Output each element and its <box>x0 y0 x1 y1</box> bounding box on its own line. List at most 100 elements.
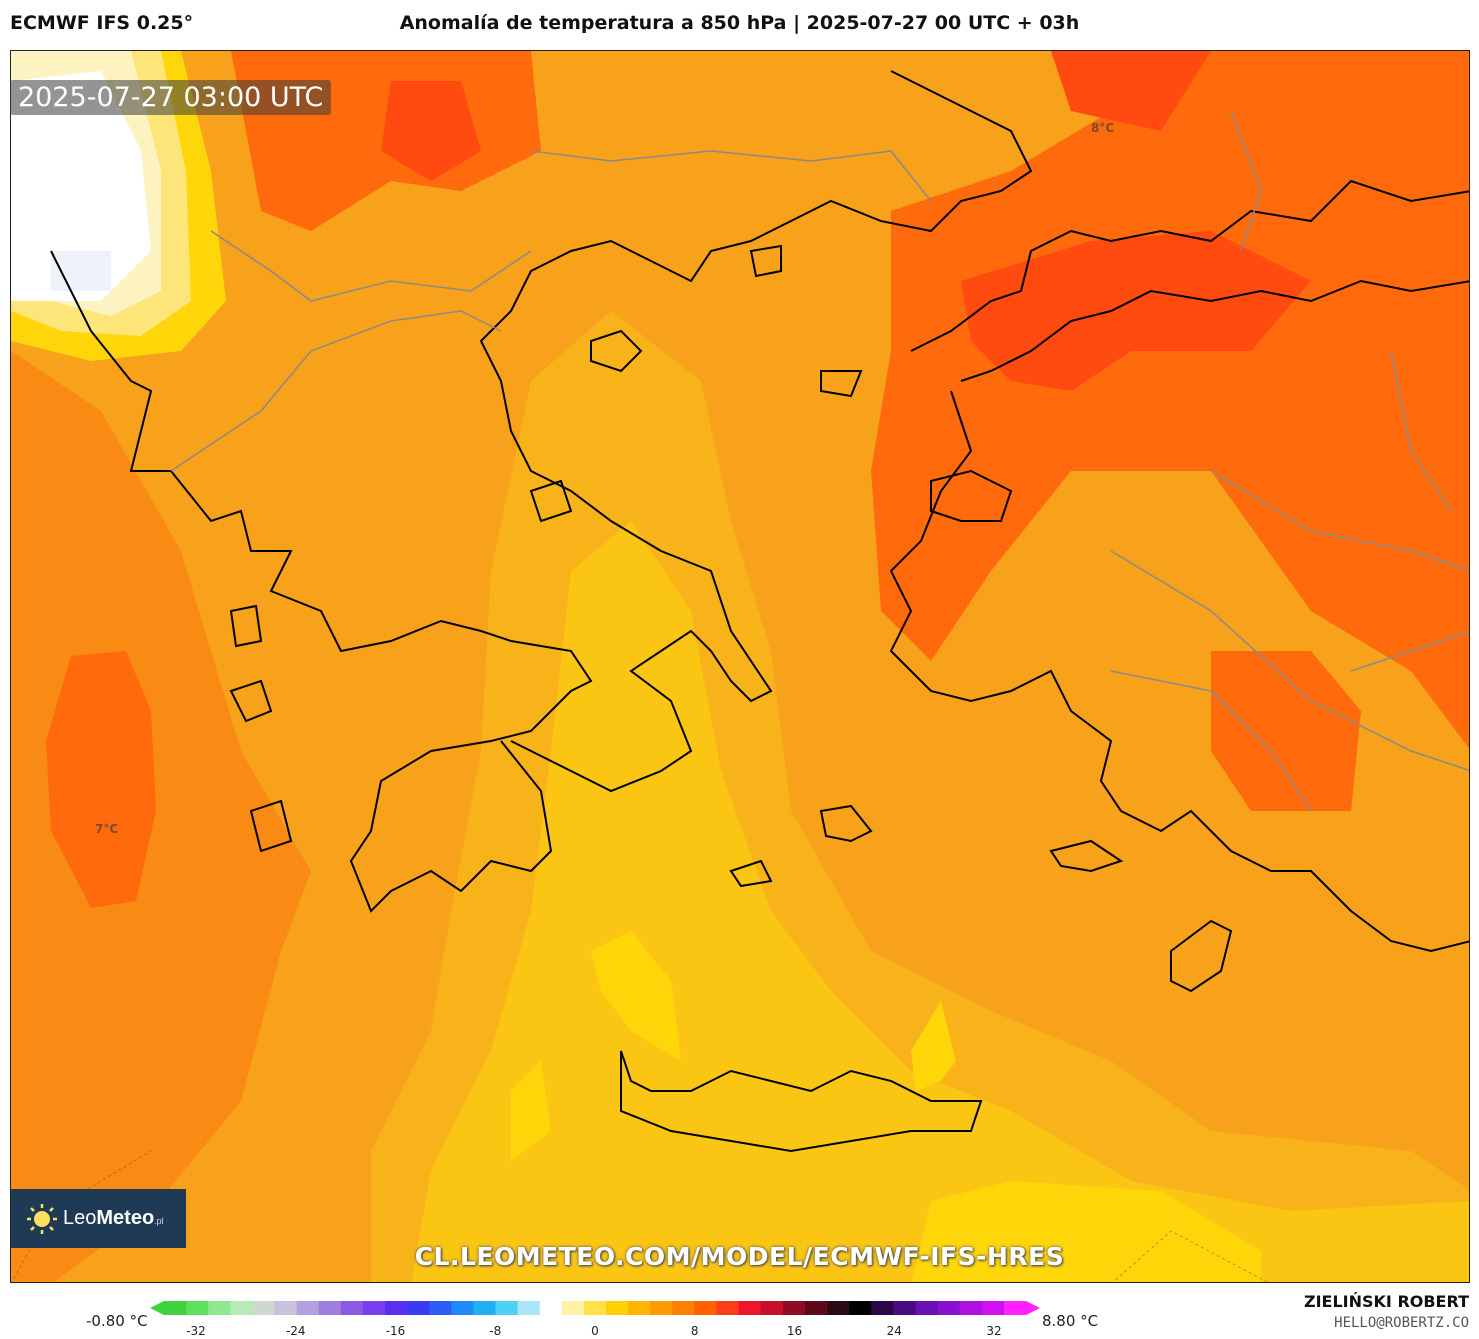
colorbar-segment <box>893 1301 916 1315</box>
colorbar-segment <box>871 1301 894 1315</box>
colorbar-segment <box>694 1301 718 1315</box>
anomaly-spot-3 <box>511 1061 551 1161</box>
colorbar-segment <box>561 1301 585 1315</box>
colorbar-tick-label: 0 <box>591 1324 599 1338</box>
colorbar-segment <box>716 1301 740 1315</box>
min-label: 7°C <box>95 822 119 836</box>
coast-thasos <box>749 244 782 278</box>
map-canvas <box>11 51 1469 1282</box>
border-turkey-4 <box>1350 630 1469 672</box>
anomaly-zone-north-core <box>1051 51 1211 131</box>
colorbar-segment <box>937 1301 961 1315</box>
leometeo-logo[interactable]: LeoMeteo.pl <box>11 1189 186 1248</box>
border-albania-greece <box>170 310 502 472</box>
coast-marmara-north <box>910 179 1469 352</box>
colorbar-max-label: 8.80 °C <box>1042 1312 1099 1330</box>
colorbar-tick-label: -24 <box>285 1324 306 1338</box>
coast-lemnos <box>820 370 863 398</box>
colorbar-segment <box>252 1301 276 1315</box>
coast-kythira <box>249 799 293 853</box>
border-turkey-1 <box>1210 470 1469 572</box>
coast-marmara-south <box>960 279 1469 382</box>
colorbar-segment <box>362 1301 386 1315</box>
colorbar-segment <box>782 1301 806 1315</box>
colorbar-tick-label: -8 <box>489 1324 502 1338</box>
colorbar-segment <box>230 1301 253 1315</box>
grid-line-2 <box>1112 1230 1269 1282</box>
colorbar-tick-label: 32 <box>986 1324 1002 1338</box>
coast-island-1 <box>590 329 643 373</box>
coastlines <box>50 70 1469 1153</box>
border-turkey-2 <box>1110 550 1469 772</box>
border-turkey-6 <box>1390 350 1452 512</box>
colorbar-segment <box>583 1301 607 1315</box>
coast-island-2 <box>529 479 573 523</box>
anomaly-zone-southeast <box>911 1181 1261 1282</box>
colorbar-segment <box>164 1301 187 1315</box>
coast-greece-west <box>50 250 593 913</box>
colorbar-tick-label: 8 <box>690 1324 699 1338</box>
anomaly-zone-east-core <box>961 231 1311 391</box>
coast-greece-east <box>479 70 1033 793</box>
coast-turkey-west <box>889 390 1469 953</box>
colorbar-segment <box>296 1301 320 1315</box>
anomaly-zone-east <box>871 51 1469 749</box>
anomaly-zone-west-core <box>46 651 156 908</box>
chart-title: Anomalía de temperatura a 850 hPa | 2025… <box>399 12 1080 34</box>
colorbar-tick-label: -16 <box>385 1324 406 1338</box>
coast-naxos <box>819 804 873 843</box>
colorbar-segment <box>429 1301 452 1315</box>
colorbar <box>150 1301 1040 1315</box>
border-balkans-1 <box>210 230 532 302</box>
anomaly-zone-cold-4 <box>11 71 151 301</box>
country-borders <box>170 110 1469 812</box>
colorbar-segment <box>517 1301 541 1315</box>
colorbar-tick-label: 16 <box>786 1324 803 1338</box>
colorbar-segment <box>318 1301 342 1315</box>
coast-crete <box>620 1050 983 1153</box>
anomaly-zone-balkans-core <box>381 81 481 181</box>
colorbar-segment <box>495 1301 519 1315</box>
coast-kefalonia <box>229 679 273 723</box>
source-url-watermark: CL.LEOMETEO.COM/MODEL/ECMWF-IFS-HRES <box>414 1242 1065 1271</box>
colorbar-segment <box>473 1301 497 1315</box>
coast-island-3 <box>729 859 773 888</box>
colorbar-segment <box>738 1301 762 1315</box>
colorbar-segment <box>208 1301 231 1315</box>
coast-lesbos <box>930 469 1013 522</box>
colorbar-extend-high <box>1026 1301 1040 1315</box>
colorbar-segment <box>672 1301 695 1315</box>
grid-lines <box>11 1150 1269 1282</box>
coast-corfu <box>229 604 263 648</box>
anomaly-zone-anatolia <box>1211 651 1361 811</box>
max-label: 8°C <box>1091 121 1115 135</box>
colorbar-min-label: -0.80 °C <box>86 1312 148 1330</box>
colorbar-segment <box>628 1301 651 1315</box>
colorbar-segment <box>650 1301 673 1315</box>
colorbar-tick-label: -32 <box>186 1324 206 1338</box>
author-email: HELLO@ROBERTZ.CO <box>1334 1315 1469 1331</box>
colorbar-segment <box>849 1301 872 1315</box>
colorbar-segment <box>915 1301 939 1315</box>
anomaly-spot-2 <box>911 1001 956 1091</box>
colorbar-segment <box>760 1301 784 1315</box>
colorbar-segment <box>451 1301 474 1315</box>
colorbar-extend-low <box>150 1301 164 1315</box>
temperature-anomaly-map: 8°C 7°C <box>10 50 1470 1283</box>
colorbar-segment <box>804 1301 828 1315</box>
colorbar-segment <box>274 1301 298 1315</box>
coast-rhodes <box>1170 919 1233 993</box>
valid-time-badge: 2025-07-27 03:00 UTC <box>10 80 332 115</box>
colorbar-segment <box>827 1301 850 1315</box>
author-name: ZIELIŃSKI ROBERT <box>1303 1292 1469 1311</box>
coast-kos <box>1049 839 1124 873</box>
colorbar-tick-label: 24 <box>886 1324 902 1338</box>
logo-text: LeoMeteo.pl <box>63 1207 164 1229</box>
border-turkey-3 <box>1110 670 1312 812</box>
colorbar-segment <box>1003 1301 1027 1315</box>
model-name: ECMWF IFS 0.25° <box>10 12 194 34</box>
border-bulgaria <box>530 150 932 202</box>
colorbar-segment <box>407 1301 430 1315</box>
sun-icon <box>25 1202 59 1236</box>
colorbar-segment <box>340 1301 364 1315</box>
